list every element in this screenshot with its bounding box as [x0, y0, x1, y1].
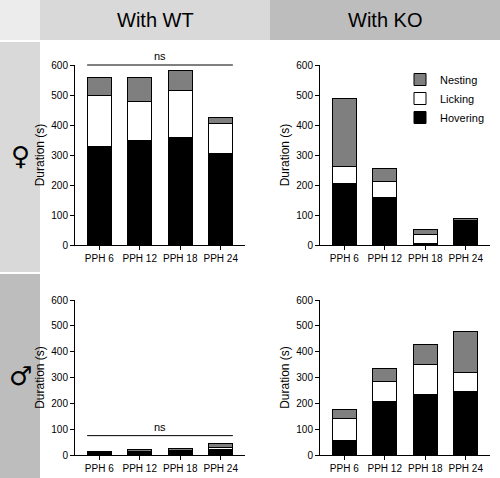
svg-text:0: 0 [62, 450, 68, 461]
svg-text:Duration (s): Duration (s) [278, 124, 292, 187]
svg-text:500: 500 [296, 90, 313, 101]
svg-text:PPH 18: PPH 18 [163, 463, 198, 474]
svg-text:300: 300 [296, 372, 313, 383]
svg-text:PPH 24: PPH 24 [203, 253, 238, 264]
svg-text:PPH 24: PPH 24 [203, 463, 238, 474]
svg-text:400: 400 [51, 346, 68, 357]
svg-text:Licking: Licking [440, 93, 474, 105]
svg-text:300: 300 [51, 150, 68, 161]
svg-text:♂: ♂ [9, 361, 32, 391]
svg-text:500: 500 [51, 320, 68, 331]
svg-text:500: 500 [296, 320, 313, 331]
svg-text:600: 600 [296, 60, 313, 71]
svg-text:Nesting: Nesting [440, 74, 477, 86]
svg-text:ns: ns [154, 421, 166, 433]
svg-text:0: 0 [307, 450, 313, 461]
svg-text:ns: ns [154, 50, 166, 62]
svg-text:♀: ♀ [11, 141, 30, 171]
svg-text:Duration (s): Duration (s) [33, 124, 47, 187]
svg-text:600: 600 [296, 295, 313, 306]
svg-text:100: 100 [51, 210, 68, 221]
svg-text:200: 200 [296, 398, 313, 409]
svg-text:PPH 6: PPH 6 [85, 463, 114, 474]
svg-text:PPH 6: PPH 6 [85, 253, 114, 264]
svg-text:100: 100 [296, 424, 313, 435]
svg-text:PPH 18: PPH 18 [163, 253, 198, 264]
svg-text:100: 100 [51, 424, 68, 435]
svg-text:200: 200 [51, 180, 68, 191]
svg-text:PPH 18: PPH 18 [408, 253, 443, 264]
svg-text:PPH 6: PPH 6 [330, 463, 359, 474]
svg-text:PPH 18: PPH 18 [408, 463, 443, 474]
svg-text:PPH 12: PPH 12 [368, 463, 403, 474]
svg-text:PPH 12: PPH 12 [123, 463, 158, 474]
svg-text:Duration (s): Duration (s) [33, 346, 47, 409]
svg-text:PPH 12: PPH 12 [123, 253, 158, 264]
svg-text:PPH 24: PPH 24 [448, 253, 483, 264]
svg-text:With KO: With KO [348, 9, 422, 31]
svg-text:PPH 12: PPH 12 [368, 253, 403, 264]
svg-text:Duration (s): Duration (s) [278, 346, 292, 409]
svg-text:400: 400 [296, 346, 313, 357]
svg-text:400: 400 [296, 120, 313, 131]
svg-text:0: 0 [62, 240, 68, 251]
svg-text:PPH 24: PPH 24 [448, 463, 483, 474]
svg-text:500: 500 [51, 90, 68, 101]
svg-text:200: 200 [51, 398, 68, 409]
svg-text:600: 600 [51, 60, 68, 71]
svg-text:400: 400 [51, 120, 68, 131]
svg-text:Hovering: Hovering [440, 112, 484, 124]
svg-text:100: 100 [296, 210, 313, 221]
svg-text:0: 0 [307, 240, 313, 251]
svg-text:200: 200 [296, 180, 313, 191]
svg-text:PPH 6: PPH 6 [330, 253, 359, 264]
svg-text:600: 600 [51, 295, 68, 306]
svg-text:300: 300 [296, 150, 313, 161]
svg-text:300: 300 [51, 372, 68, 383]
svg-text:With WT: With WT [117, 9, 194, 31]
